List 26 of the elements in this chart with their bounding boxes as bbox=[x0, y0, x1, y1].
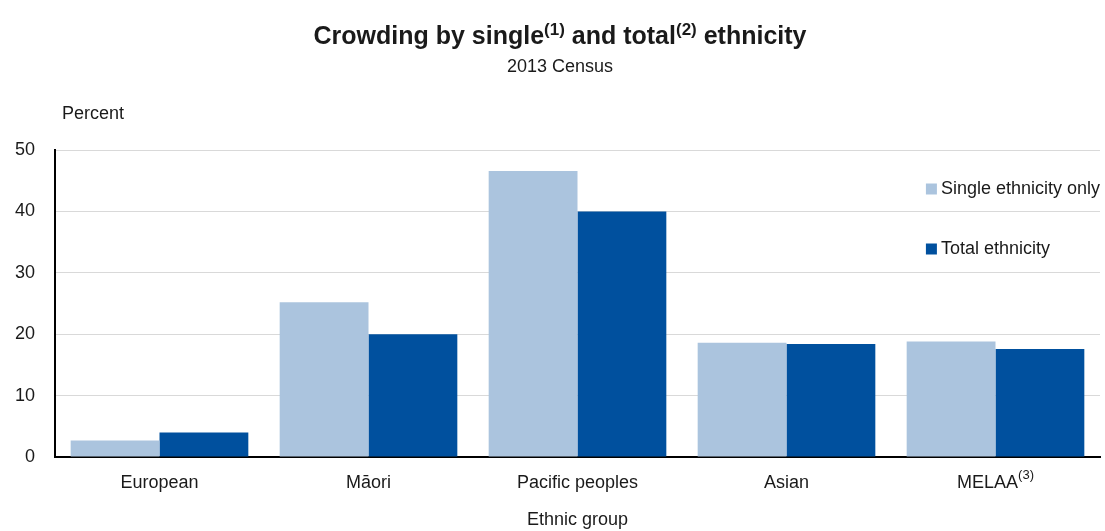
bar bbox=[70, 440, 160, 457]
y-tick-label: 30 bbox=[14, 261, 35, 282]
bar bbox=[279, 302, 369, 457]
legend-label: Total ethnicity bbox=[940, 237, 1050, 258]
bar bbox=[159, 432, 249, 457]
chart-title: Crowding by single$^{(1)}$ and total$^{(2)}$ ethnicity bbox=[312, 20, 808, 51]
bar bbox=[488, 170, 578, 457]
y-tick-label: 10 bbox=[14, 384, 35, 405]
y-tick-label: 50 bbox=[14, 138, 35, 159]
x-tick-label: Pacific peoples bbox=[516, 472, 639, 492]
bar bbox=[995, 348, 1085, 457]
bar bbox=[906, 341, 996, 457]
x-axis-title: Ethnic group bbox=[525, 509, 630, 530]
legend-label: Single ethnicity only bbox=[940, 177, 1100, 198]
x-tick-label: Asian bbox=[763, 472, 810, 492]
y-tick-label: 20 bbox=[14, 323, 35, 344]
chart-subtitle: 2013 Census bbox=[505, 56, 615, 77]
bar bbox=[577, 211, 667, 457]
x-tick-label: European bbox=[120, 472, 199, 492]
bar bbox=[697, 342, 787, 457]
bar bbox=[368, 334, 458, 457]
y-tick-label: 40 bbox=[14, 200, 35, 221]
y-axis-title: Percent bbox=[62, 103, 125, 124]
bar bbox=[786, 344, 876, 457]
x-tick-label: Māori bbox=[346, 472, 392, 492]
y-tick-label: 0 bbox=[24, 445, 35, 466]
